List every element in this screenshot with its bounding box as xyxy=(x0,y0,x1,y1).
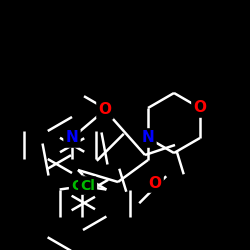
Text: O: O xyxy=(148,176,162,190)
Text: N: N xyxy=(66,130,78,146)
Text: Cl: Cl xyxy=(80,178,95,192)
Text: Cl: Cl xyxy=(71,178,86,192)
Text: N: N xyxy=(142,130,154,146)
Text: O: O xyxy=(194,100,206,116)
Text: O: O xyxy=(98,102,112,118)
